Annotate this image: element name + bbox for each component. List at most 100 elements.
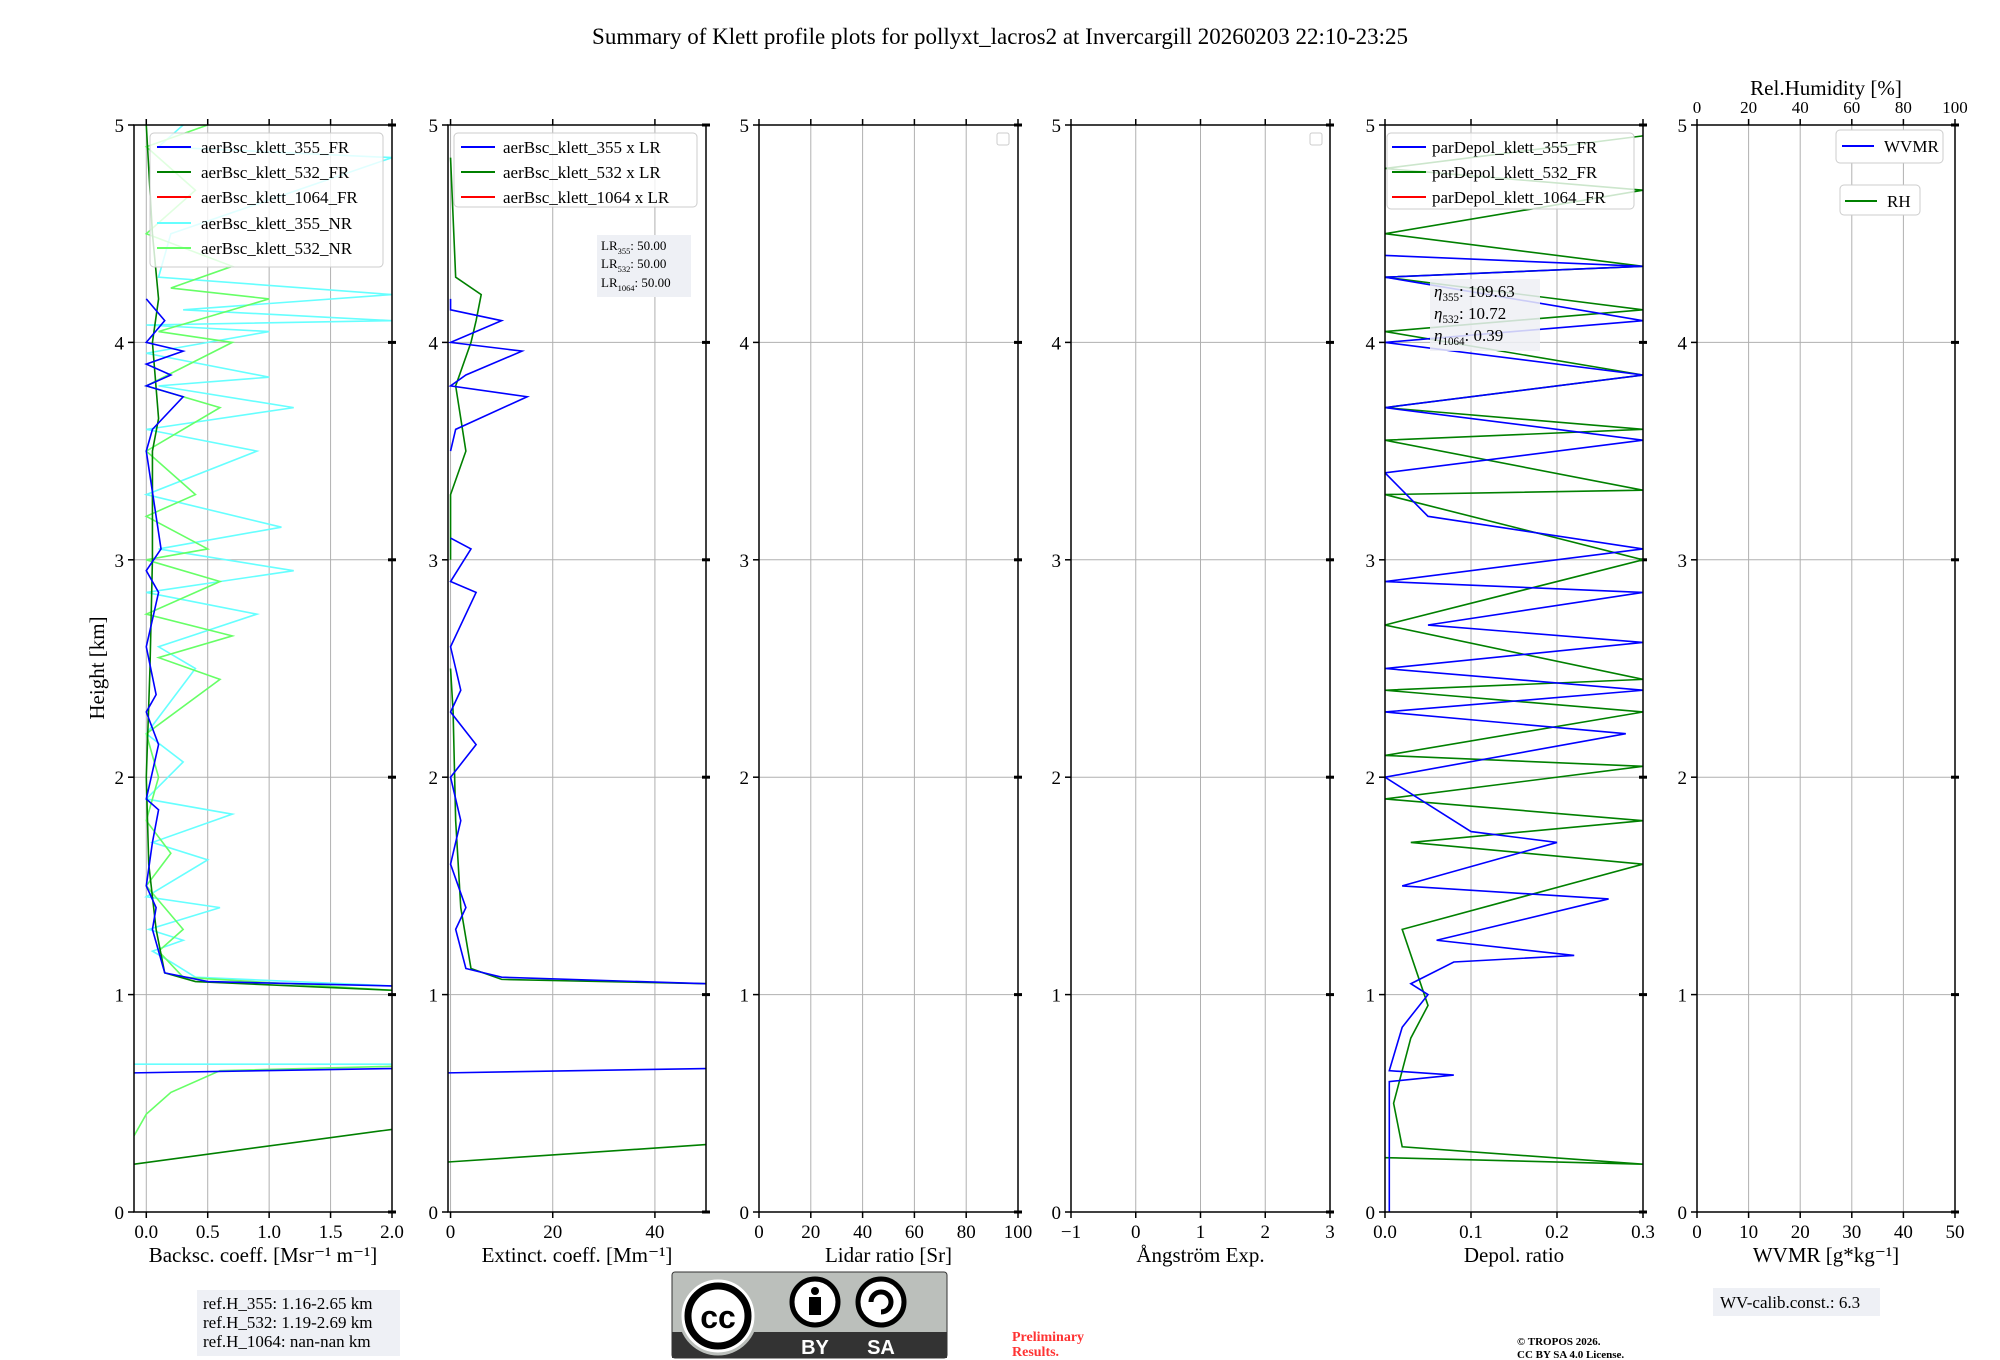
- x-tick-label: 40: [1894, 1222, 1913, 1243]
- y-tick-label: 1: [429, 986, 439, 1007]
- y-tick-label: 1: [1678, 986, 1688, 1007]
- profile-line: [449, 668, 706, 985]
- x-tick-label: 20: [543, 1222, 562, 1243]
- symbol: LR: [601, 256, 618, 271]
- x-tick-label: 0.5: [196, 1222, 220, 1243]
- x-tick-label: 40: [853, 1222, 872, 1243]
- series-parDepol_klett_355_FR: [1385, 254, 1643, 1212]
- cc-text: cc: [700, 1299, 736, 1335]
- subscript: 1064: [618, 283, 636, 293]
- profile-line: [448, 298, 531, 452]
- legend-label: aerBsc_klett_532_NR: [201, 239, 353, 258]
- y-tick-label: 2: [1052, 768, 1062, 789]
- legend-label: parDepol_klett_532_FR: [1432, 163, 1598, 182]
- by-label: BY: [801, 1337, 829, 1359]
- top-x-tick-label: 60: [1843, 98, 1860, 117]
- profile-line: [134, 1065, 392, 1137]
- y-tick-label: 3: [1678, 551, 1688, 572]
- legend-label: aerBsc_klett_1064_FR: [201, 188, 358, 207]
- value: : 109.63: [1459, 282, 1515, 301]
- symbol: η: [1434, 282, 1442, 301]
- x-tick-label: 0.1: [1459, 1222, 1483, 1243]
- x-tick-label: 30: [1842, 1222, 1861, 1243]
- x-tick-label: 0.3: [1631, 1222, 1655, 1243]
- figure-title: Summary of Klett profile plots for polly…: [592, 24, 1408, 49]
- x-tick-label: 20: [801, 1222, 820, 1243]
- reference-height-box: ref.H_355: 1.16-2.65 km ref.H_532: 1.19-…: [197, 1290, 400, 1356]
- y-tick-label: 4: [1052, 333, 1062, 354]
- y-tick-label: 3: [115, 551, 125, 572]
- x-axis-label: Ångström Exp.: [1136, 1243, 1264, 1267]
- subscript: 355: [1442, 292, 1459, 304]
- y-tick-label: 3: [429, 551, 439, 572]
- legend-label: aerBsc_klett_1064 x LR: [503, 188, 670, 207]
- panel-depol: 0.0 0.1 0.2 0.3 0 1 2 3 4 5 Depol. ratio: [1366, 116, 1655, 1267]
- x-axis-label: Extinct. coeff. [Mm⁻¹]: [482, 1243, 673, 1267]
- y-tick-label: 0: [115, 1203, 125, 1224]
- ref-height-1064: ref.H_1064: nan-nan km: [203, 1332, 371, 1351]
- symbol: η: [1434, 304, 1442, 323]
- lr_box-line: LR532: 50.00: [601, 256, 666, 274]
- x-tick-label: 0: [754, 1222, 764, 1243]
- x-tick-label: 2: [1261, 1222, 1271, 1243]
- x-axis-label: Lidar ratio [Sr]: [825, 1243, 952, 1267]
- top-x-tick-label: 80: [1895, 98, 1912, 117]
- legend-extinction: aerBsc_klett_355 x LR aerBsc_klett_532 x …: [453, 132, 698, 208]
- legend-wvmr-label: WVMR: [1884, 137, 1939, 156]
- top-x-tick-label: 100: [1942, 98, 1968, 117]
- profile-line: [1385, 254, 1643, 1212]
- x-tick-label: 0: [446, 1222, 456, 1243]
- x-tick-label: 1.5: [319, 1222, 343, 1243]
- ref-height-532: ref.H_532: 1.19-2.69 km: [203, 1313, 373, 1332]
- y-tick-label: 4: [1678, 333, 1688, 354]
- y-tick-label: 2: [1366, 768, 1376, 789]
- top-x-tick-label: 20: [1740, 98, 1757, 117]
- ref-height-355: ref.H_355: 1.16-2.65 km: [203, 1294, 373, 1313]
- legend-lidar-ratio-empty: [996, 132, 1010, 146]
- y-tick-label: 5: [1678, 116, 1688, 137]
- legend-label: aerBsc_klett_355_NR: [201, 214, 353, 233]
- profile-line: [448, 1067, 706, 1074]
- x-tick-label: 0.0: [134, 1222, 158, 1243]
- profile-line: [143, 298, 392, 987]
- legend-label: aerBsc_klett_355_FR: [201, 138, 350, 157]
- axes-frame: [447, 124, 707, 1213]
- series-aerBsc_klett_532 x LR: [448, 157, 706, 1163]
- y-tick-label: 2: [429, 768, 439, 789]
- y-tick-label: 4: [429, 333, 439, 354]
- subscript: 1064: [1442, 336, 1465, 348]
- top-x-tick-label: 40: [1792, 98, 1809, 117]
- profile-line: [143, 125, 392, 992]
- y-tick-label: 4: [115, 333, 125, 354]
- x-tick-label: 0: [1131, 1222, 1141, 1243]
- axes-frame: [758, 124, 1019, 1213]
- y-tick-label: 5: [429, 116, 439, 137]
- legend-rh: RH: [1839, 184, 1921, 216]
- y-tick-label: 0: [740, 1203, 750, 1224]
- x-tick-label: 0: [1692, 1222, 1702, 1243]
- x-tick-label: 20: [1791, 1222, 1810, 1243]
- y-tick-label: 3: [1366, 551, 1376, 572]
- profile-line: [449, 537, 706, 985]
- wv-calibration-text: WV-calib.const.: 6.3: [1720, 1293, 1860, 1312]
- preliminary-line1: Preliminary: [1012, 1330, 1084, 1345]
- legend-label: aerBsc_klett_532 x LR: [503, 163, 661, 182]
- legend-angstrom-empty: [1309, 132, 1323, 146]
- profile-line: [143, 125, 392, 987]
- y-tick-label: 4: [1366, 333, 1376, 354]
- axes-frame: [1070, 124, 1331, 1213]
- value: : 0.39: [1465, 326, 1504, 345]
- lr_box-line: LR355: 50.00: [601, 238, 666, 256]
- legend-rh-label: RH: [1887, 192, 1911, 211]
- subscript: 532: [1442, 314, 1459, 326]
- legend-wvmr: WVMR: [1835, 129, 1944, 164]
- panel-backscatter: 0.0 0.5 1.0 1.5 2.0 0 1 2 3 4 5 Backsc. coeff. [Msr…: [115, 116, 404, 1267]
- subscript: 532: [618, 264, 631, 274]
- x-tick-label: 1.0: [257, 1222, 281, 1243]
- x-tick-label: 10: [1739, 1222, 1758, 1243]
- x-tick-label: 0.2: [1545, 1222, 1569, 1243]
- y-tick-label: 5: [1052, 116, 1062, 137]
- x-tick-label: 50: [1946, 1222, 1965, 1243]
